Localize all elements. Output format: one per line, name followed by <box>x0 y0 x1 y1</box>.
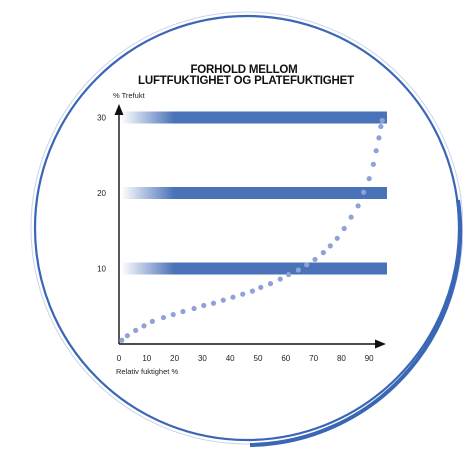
data-point <box>312 256 318 263</box>
data-point <box>141 323 147 329</box>
data-point <box>119 337 125 343</box>
y-tick-label: 30 <box>97 114 106 123</box>
data-point <box>124 333 130 339</box>
data-point <box>201 302 207 309</box>
data-point <box>258 284 264 290</box>
x-axis-label: Relativ fuktighet % <box>116 367 178 376</box>
data-point <box>334 235 340 241</box>
y-tick-label: 10 <box>97 265 106 274</box>
x-tick-label: 90 <box>365 354 374 363</box>
data-point <box>361 189 367 195</box>
data-point <box>355 203 361 209</box>
x-tick-label: 20 <box>170 354 179 363</box>
y-tick-label: 20 <box>97 189 106 198</box>
data-point <box>191 305 197 312</box>
x-tick-label: 80 <box>337 354 346 363</box>
data-point <box>240 291 246 297</box>
data-point <box>366 176 372 182</box>
data-point <box>160 314 167 321</box>
data-point <box>180 308 186 315</box>
data-point <box>348 214 354 220</box>
data-point <box>170 311 176 318</box>
data-point <box>285 271 292 278</box>
data-point <box>378 123 384 130</box>
x-tick-label: 0 <box>117 354 122 363</box>
data-point <box>376 135 382 141</box>
band-30 <box>121 111 387 124</box>
data-point <box>327 243 333 249</box>
data-point <box>370 161 376 167</box>
circle-frame <box>30 11 463 447</box>
x-tick-label: 30 <box>198 354 207 363</box>
x-axis-arrowhead <box>375 339 386 349</box>
data-point <box>373 148 379 154</box>
chart-title-line-2: LUFTFUKTIGHET OG PLATEFUKTIGHET <box>138 75 354 87</box>
data-point <box>341 225 347 232</box>
data-points <box>119 117 385 343</box>
data-point <box>267 281 274 287</box>
x-tick-labels: 0 10 20 30 40 50 60 70 80 90 <box>117 354 374 363</box>
horizontal-bands <box>121 111 387 275</box>
x-tick-label: 70 <box>309 354 318 363</box>
axes <box>114 104 386 349</box>
band-20 <box>121 187 387 199</box>
data-point <box>220 297 226 303</box>
data-point <box>295 267 301 273</box>
x-tick-label: 40 <box>226 354 235 363</box>
data-point <box>149 318 155 324</box>
y-axis-label: % Trefukt <box>113 91 146 100</box>
data-point <box>277 276 283 282</box>
data-point <box>133 327 139 334</box>
data-point <box>230 294 236 300</box>
data-point <box>304 262 310 268</box>
data-point <box>210 300 217 306</box>
x-tick-label: 60 <box>281 354 290 363</box>
data-point <box>379 117 385 124</box>
band-10 <box>121 262 387 275</box>
y-tick-labels: 10 20 30 <box>97 114 106 274</box>
chart-title-line-1: FORHOLD MELLOM <box>190 64 297 76</box>
data-point <box>320 250 326 256</box>
x-tick-label: 50 <box>254 354 263 363</box>
x-tick-label: 10 <box>142 354 151 363</box>
y-axis-arrowhead <box>114 104 124 115</box>
data-point <box>249 288 256 294</box>
